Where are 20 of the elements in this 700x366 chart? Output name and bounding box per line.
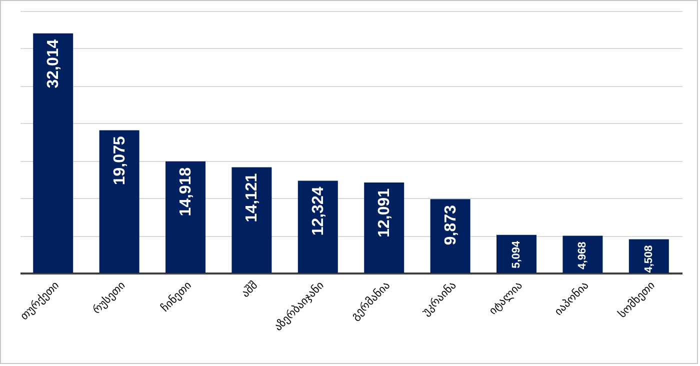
bar — [364, 182, 404, 273]
bar — [166, 161, 206, 273]
bar — [99, 130, 140, 273]
data-label: 32,014 — [45, 39, 62, 88]
bar — [33, 33, 74, 273]
bar — [232, 167, 272, 273]
bar — [562, 236, 603, 273]
data-label: 5,094 — [510, 240, 522, 268]
data-label: 4,508 — [642, 245, 655, 273]
data-label: 9,873 — [442, 205, 460, 246]
data-label: 12,324 — [310, 186, 327, 236]
data-label: 14,918 — [178, 167, 194, 216]
bar — [496, 234, 536, 273]
data-label: 19,075 — [111, 136, 128, 186]
x-tick-label: აშშ — [238, 278, 260, 300]
data-label: 14,121 — [244, 173, 261, 222]
bar — [430, 199, 470, 273]
data-label: 4,968 — [576, 242, 589, 270]
bar — [298, 180, 338, 273]
data-label: 12,091 — [376, 188, 394, 238]
